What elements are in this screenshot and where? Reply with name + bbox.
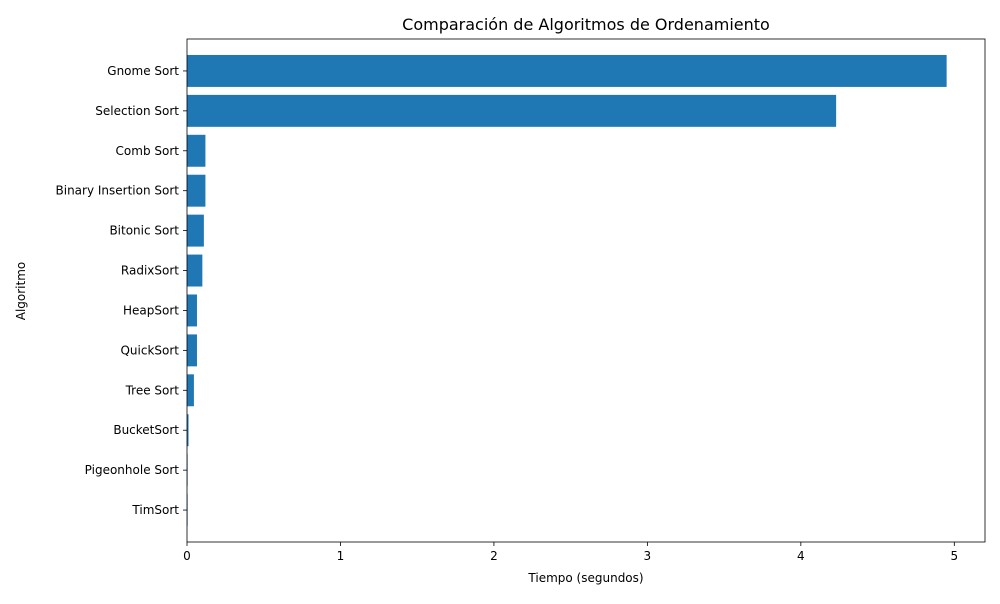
y-tick-label: Binary Insertion Sort	[56, 184, 180, 198]
y-tick-label: HeapSort	[123, 303, 179, 317]
plot-frame	[186, 38, 986, 543]
bar	[187, 174, 206, 207]
bar	[187, 214, 204, 247]
axes-layer	[186, 38, 986, 543]
x-tick-label: 1	[337, 549, 345, 563]
y-tick-label: RadixSort	[121, 264, 179, 278]
bar	[187, 334, 197, 367]
y-tick-label: Tree Sort	[125, 383, 180, 397]
y-tick-label: Gnome Sort	[107, 64, 179, 78]
y-tick-label: TimSort	[131, 503, 179, 517]
bar	[187, 294, 197, 327]
bar	[187, 414, 189, 447]
bar	[187, 134, 206, 167]
x-axis-label: Tiempo (segundos)	[527, 571, 643, 585]
y-tick-label: Comb Sort	[116, 144, 180, 158]
y-tick-label: BucketSort	[113, 423, 179, 437]
y-tick-label: QuickSort	[120, 343, 179, 357]
y-axis-label: Algoritmo	[14, 262, 28, 321]
y-tick-label: Selection Sort	[95, 104, 179, 118]
bar	[187, 54, 947, 87]
bar	[187, 94, 837, 127]
x-tick-label: 3	[644, 549, 652, 563]
x-tick-label: 2	[490, 549, 498, 563]
ticks-layer: Gnome Sort Selection Sort Comb Sort Binary …	[56, 64, 959, 563]
x-tick-label: 5	[950, 549, 958, 563]
x-tick-label: 0	[183, 549, 191, 563]
bar	[187, 254, 203, 287]
bars-layer	[187, 54, 947, 527]
bar	[187, 374, 194, 407]
x-tick-label: 4	[797, 549, 805, 563]
y-tick-label: Pigeonhole Sort	[85, 463, 180, 477]
chart-title: Comparación de Algoritmos de Ordenamient…	[402, 15, 770, 34]
y-tick-label: Bitonic Sort	[109, 224, 179, 238]
